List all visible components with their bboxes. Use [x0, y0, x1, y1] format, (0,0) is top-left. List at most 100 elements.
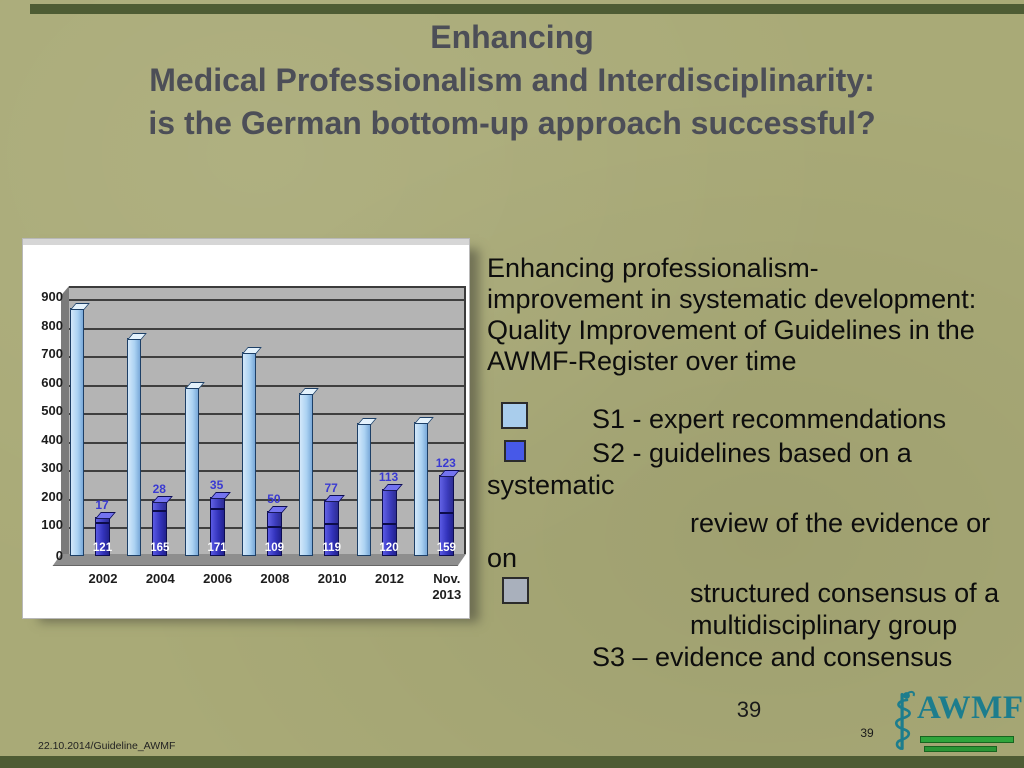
- s2-s3-stacked-bar: 119: [322, 500, 341, 556]
- s3-value-label: 113: [378, 470, 399, 485]
- s3-segment: [210, 498, 224, 511]
- legend-text: on: [487, 543, 518, 573]
- description-line: Quality Improvement of Guidelines in the: [487, 315, 975, 345]
- legend-row: multidisciplinary group: [487, 610, 1024, 643]
- legend-text: S2 - guidelines based on a: [592, 438, 912, 468]
- s3-value-label: 50: [267, 491, 281, 506]
- slide-title: Enhancing Medical Professionalism and In…: [0, 16, 1024, 145]
- s2-s3-stacked-bar: 120: [379, 489, 399, 556]
- s3-value-label: 28: [152, 481, 166, 496]
- s3-segment: [325, 501, 339, 525]
- x-tick-label: 2008: [260, 571, 290, 586]
- s2-value-label: 120: [379, 541, 399, 554]
- bottom-accent-bar: [0, 756, 1024, 768]
- title-line-3: is the German bottom-up approach success…: [148, 105, 876, 141]
- legend-row: S3 – evidence and consensus: [487, 642, 1024, 675]
- legend-row: structured consensus of a: [487, 577, 1024, 611]
- x-tick-label: 2004: [145, 571, 175, 586]
- s2-value-label: 121: [92, 541, 113, 554]
- y-tick-label: 0: [55, 548, 63, 563]
- s1-legend-swatch: [501, 402, 528, 429]
- x-tick-label: 2010: [317, 571, 347, 586]
- y-tick-label: 300: [41, 460, 63, 476]
- s2-value-label: 165: [150, 541, 170, 554]
- page-number-small: 39: [860, 726, 874, 740]
- top-accent-bar: [30, 4, 1024, 14]
- s2-value-label: 119: [322, 541, 341, 554]
- logo-green-bar-top: [920, 736, 1014, 743]
- right-text-panel: Enhancing professionalism- improvement i…: [487, 253, 1024, 683]
- x-tick-label: 2012: [375, 571, 404, 586]
- chart-image-top-strip: [23, 239, 469, 245]
- description-line: AWMF-Register over time: [487, 346, 797, 376]
- s2-s3-stacked-bar: 171: [207, 497, 227, 556]
- s3-value-label: 123: [435, 456, 456, 471]
- s2-value-label: 159: [436, 541, 456, 554]
- gridline: [69, 498, 464, 501]
- title-line-1: Enhancing: [430, 19, 594, 55]
- y-tick-label: 600: [41, 374, 63, 390]
- chart-description: Enhancing professionalism- improvement i…: [487, 253, 976, 377]
- description-line: Enhancing professionalism-: [487, 253, 819, 283]
- s2-legend-swatch: [504, 440, 526, 462]
- y-tick-label: 100: [41, 517, 63, 533]
- awmf-wordmark: AWMF: [917, 690, 1024, 726]
- s2-s3-stacked-bar: 109: [264, 510, 284, 556]
- logo-green-bar-bottom: [924, 746, 997, 752]
- s2-s3-stacked-bar: 159: [436, 475, 456, 556]
- page-number-large: 39: [736, 697, 762, 722]
- legend-row: systematic: [487, 470, 1024, 503]
- legend-text: multidisciplinary group: [690, 610, 958, 640]
- s3-segment: [439, 476, 453, 514]
- y-tick-label: 900: [41, 288, 63, 304]
- s1-bar: [127, 337, 142, 556]
- s3-segment: [153, 501, 167, 512]
- legend-text: systematic: [487, 470, 615, 500]
- s3-value-label: 77: [324, 481, 338, 496]
- s3-segment: [96, 517, 109, 525]
- description-line: improvement in systematic development:: [487, 284, 977, 314]
- s1-bar: [356, 423, 371, 556]
- legend-text: review of the evidence or: [690, 508, 991, 538]
- x-tick-label: 2006: [203, 571, 233, 586]
- footer-text: 22.10.2014/Guideline_AWMF: [38, 740, 176, 752]
- s1-bar: [241, 351, 256, 556]
- s2-value-label: 109: [264, 541, 284, 554]
- y-tick-label: 400: [41, 431, 63, 447]
- s3-value-label: 17: [95, 497, 109, 512]
- awmf-logo: AWMF: [886, 688, 1024, 756]
- legend-text: structured consensus of a: [690, 578, 1000, 608]
- gridline: [69, 470, 464, 473]
- title-line-2: Medical Professionalism and Interdiscipl…: [149, 62, 875, 98]
- gridline: [69, 441, 464, 444]
- legend-row: review of the evidence or: [487, 508, 1024, 541]
- y-tick-label: 500: [41, 403, 63, 419]
- s2-value-label: 171: [207, 541, 227, 554]
- y-tick-label: 700: [41, 346, 63, 362]
- gridline: [69, 356, 464, 359]
- s1-bar: [299, 393, 314, 556]
- s1-bar: [184, 387, 199, 556]
- rod-of-asclepius-icon: [895, 690, 915, 750]
- legend-text: S3 – evidence and consensus: [592, 642, 953, 672]
- gridline: [69, 384, 464, 387]
- s2-s3-stacked-bar: 121: [92, 516, 113, 556]
- legend-text: S1 - expert recommendations: [592, 404, 947, 434]
- s1-bar: [413, 421, 428, 556]
- x-tick-label: Nov. 2013: [432, 571, 462, 602]
- s1-bar: [70, 307, 84, 556]
- x-tick-label: 2002: [88, 571, 118, 586]
- s3-legend-swatch: [502, 577, 529, 604]
- s3-segment: [267, 511, 281, 528]
- legend-row: S2 - guidelines based on a: [487, 438, 1024, 471]
- s3-value-label: 35: [209, 478, 224, 493]
- legend-block: S1 - expert recommendations S2 - guidelin…: [487, 253, 1024, 683]
- s2-s3-stacked-bar: 165: [150, 500, 170, 556]
- gridline: [69, 413, 464, 416]
- y-tick-label: 800: [41, 317, 63, 333]
- plot-floor: [52, 554, 467, 566]
- legend-row: S1 - expert recommendations: [487, 402, 1024, 437]
- legend-row: on: [487, 543, 1024, 576]
- y-tick-label: 200: [41, 488, 63, 504]
